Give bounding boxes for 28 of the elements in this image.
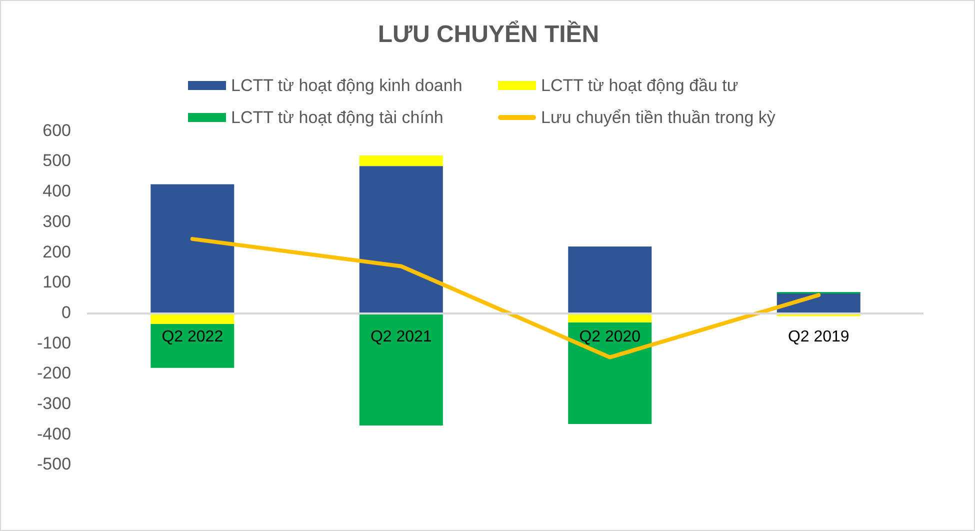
y-tick-label: 200 xyxy=(42,242,72,262)
legend-label: LCTT từ hoạt động tài chính xyxy=(231,108,444,128)
y-tick-label: -200 xyxy=(36,364,72,383)
legend-label: Lưu chuyển tiền thuần trong kỳ xyxy=(541,108,776,128)
y-tick-label: -100 xyxy=(36,333,72,352)
y-tick-label: 600 xyxy=(42,120,72,140)
x-tick-label: Q2 2021 xyxy=(370,328,432,346)
legend-label: LCTT từ hoạt động kinh doanh xyxy=(231,76,462,96)
legend-label: LCTT từ hoạt động đầu tư xyxy=(541,76,738,96)
bar xyxy=(150,184,234,314)
x-tick-label: Q2 2019 xyxy=(788,328,850,346)
bar xyxy=(568,322,652,424)
bar xyxy=(150,324,234,368)
y-tick-label: 300 xyxy=(42,212,72,231)
y-tick-label: 100 xyxy=(42,272,72,292)
y-tick-label: -500 xyxy=(36,454,72,474)
bar xyxy=(568,246,652,314)
bar xyxy=(359,313,443,426)
y-tick-label: -300 xyxy=(36,394,72,413)
y-tick-label: -400 xyxy=(36,424,72,444)
x-tick-label: Q2 2020 xyxy=(579,328,641,346)
bar xyxy=(359,155,443,166)
y-tick-label: 400 xyxy=(42,182,72,201)
x-tick-label: Q2 2022 xyxy=(162,328,224,346)
bar xyxy=(359,166,443,314)
y-tick-label: 500 xyxy=(42,151,72,170)
y-tick-label: 0 xyxy=(62,302,72,322)
chart-title: LƯU CHUYỂN TIỀN xyxy=(376,21,600,49)
